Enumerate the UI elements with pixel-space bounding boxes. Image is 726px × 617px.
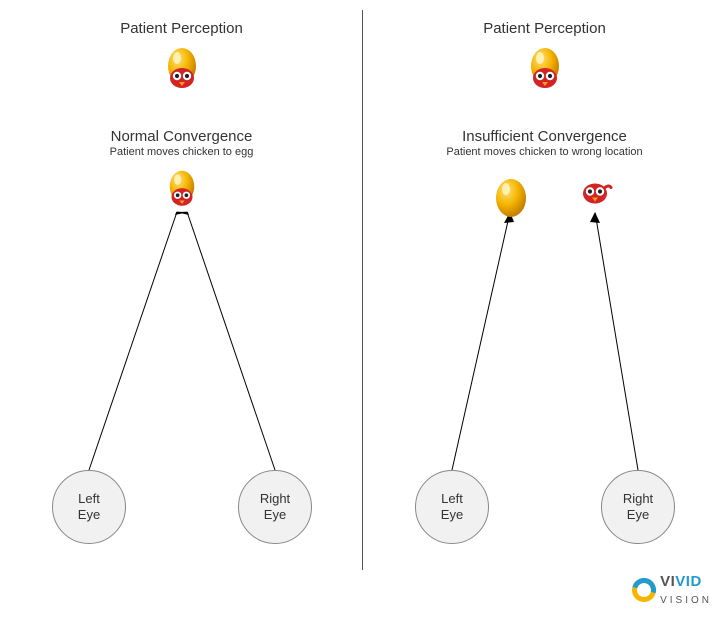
perception-title: Patient Perception [0,20,363,37]
convergence-target-normal [161,167,203,213]
logo-text-sub: VISION [660,595,712,606]
left-eye-label: Left Eye [78,491,100,522]
perception-title: Patient Perception [363,20,726,37]
right-eye-label: Right Eye [260,491,290,522]
left-eye-label: Left Eye [441,491,463,522]
perception-target-normal [158,44,206,96]
logo-text: VIVID VISION [660,573,712,607]
logo-text-hl: VID [675,573,702,590]
state-title: Insufficient Convergence [363,128,726,145]
panel-normal: Patient Perception [0,0,363,617]
logo-ring-icon [632,578,656,602]
right-eye-label: Right Eye [623,491,653,522]
left-eye: Left Eye [52,470,126,544]
left-eye: Left Eye [415,470,489,544]
brand-logo: VIVID VISION [632,573,712,607]
chicken-alone [572,180,618,221]
state-subtitle: Patient moves chicken to egg [0,146,363,158]
perception-target-insufficient [521,44,569,96]
state-subtitle: Patient moves chicken to wrong location [363,146,726,158]
egg-alone [494,174,528,218]
right-eye: Right Eye [601,470,675,544]
state-title: Normal Convergence [0,128,363,145]
right-eye: Right Eye [238,470,312,544]
logo-text-pre: VI [660,573,675,590]
panel-insufficient: Patient Perception [363,0,726,617]
